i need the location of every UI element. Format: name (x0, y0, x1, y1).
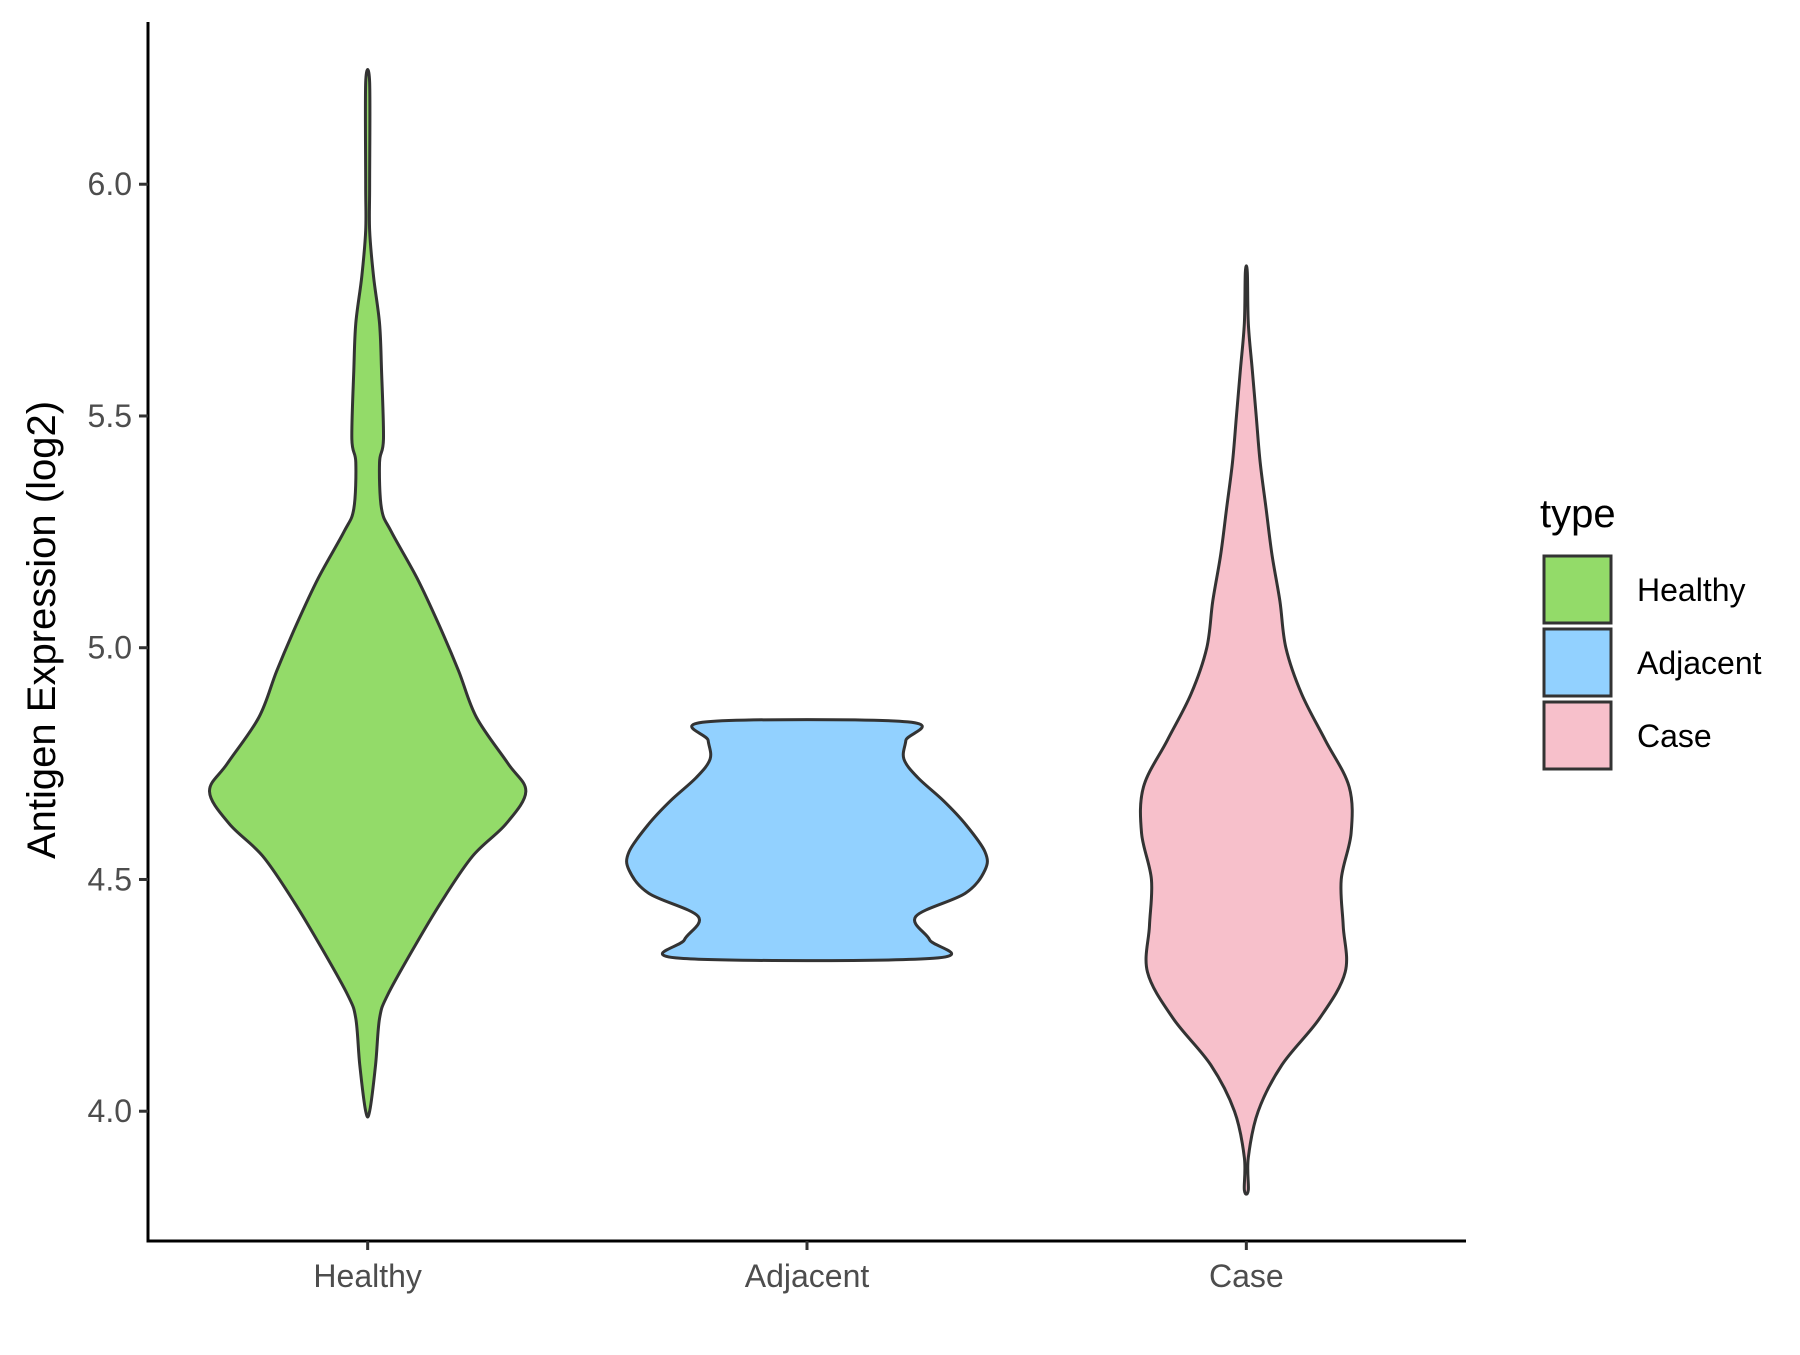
y-axis-title: Antigen Expression (log2) (20, 401, 64, 859)
legend-key-healthy (1542, 554, 1613, 625)
y-tick-label: 6.0 (88, 166, 132, 202)
violin-healthy (208, 68, 528, 1119)
violins-layer (208, 68, 1354, 1196)
violin-case (1138, 264, 1354, 1196)
legend-title: type (1540, 492, 1616, 536)
legend-key-adjacent (1542, 627, 1613, 698)
x-ticks-layer: Healthy Adjacent Case (313, 1241, 1284, 1294)
legend-label: Case (1637, 718, 1712, 754)
y-tick-label: 5.5 (88, 398, 132, 434)
legend: type Healthy Adjacent Case (1540, 492, 1762, 771)
x-tick-label: Case (1209, 1258, 1284, 1294)
y-ticks-layer: 4.0 4.5 5.0 5.5 6.0 (88, 166, 148, 1129)
y-tick-label: 5.0 (88, 630, 132, 666)
legend-key-case (1542, 700, 1613, 771)
x-tick-label: Healthy (313, 1258, 422, 1294)
y-tick-label: 4.5 (88, 861, 132, 897)
y-tick-label: 4.0 (88, 1093, 132, 1129)
x-tick-label: Adjacent (745, 1258, 870, 1294)
legend-label: Healthy (1637, 572, 1746, 608)
legend-label: Adjacent (1637, 645, 1762, 681)
violin-adjacent (625, 718, 989, 963)
